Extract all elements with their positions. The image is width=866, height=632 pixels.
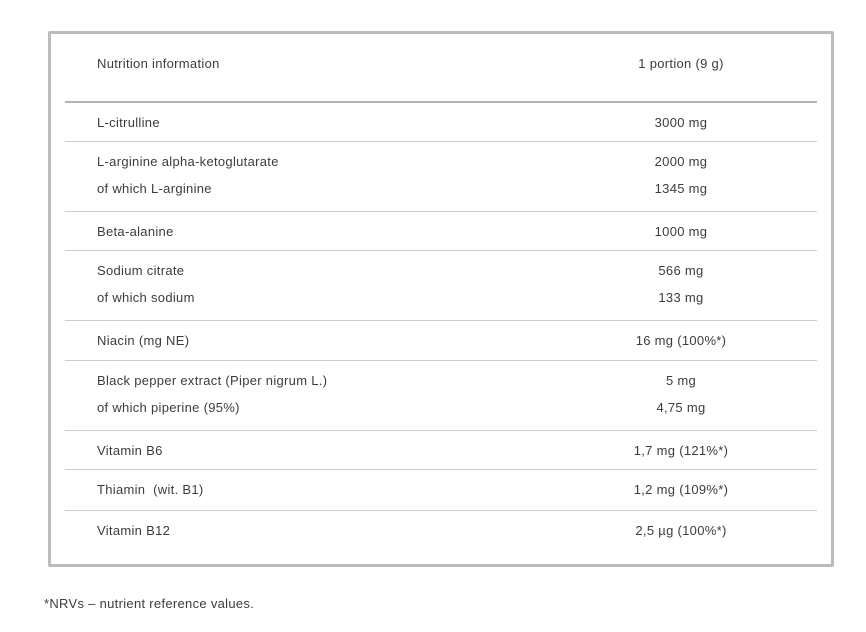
- table-row: Vitamin B6 1,7 mg (121%*): [51, 431, 831, 469]
- table-row: Niacin (mg NE) 16 mg (100%*): [51, 321, 831, 360]
- nutrient-value: 2,5 µg (100%*): [635, 523, 727, 538]
- table-row: Vitamin B12 2,5 µg (100%*): [51, 511, 831, 563]
- nutrient-label: Sodium citrate: [97, 263, 185, 278]
- row-divider: [65, 320, 817, 321]
- table-title: Nutrition information: [97, 56, 220, 71]
- nutrient-value: 1,2 mg (109%*): [633, 482, 729, 497]
- nutrient-label: L-arginine alpha-ketoglutarate: [97, 154, 279, 169]
- row-divider: [65, 430, 817, 431]
- nutrition-table: Nutrition information 1 portion (9 g) L-…: [48, 31, 834, 567]
- nutrient-value: 2000 mg: [654, 154, 708, 169]
- header-divider: [65, 101, 817, 103]
- nutrient-value: 1000 mg: [654, 224, 708, 239]
- nutrient-value: 3000 mg: [654, 115, 708, 130]
- table-row: Beta-alanine 1000 mg: [51, 212, 831, 250]
- nutrient-subvalue: 1345 mg: [654, 181, 708, 196]
- nutrient-label: Black pepper extract (Piper nigrum L.): [97, 373, 328, 388]
- row-divider: [65, 510, 817, 511]
- nutrient-sublabel: of which sodium: [97, 290, 195, 305]
- nutrient-label: Vitamin B12: [97, 523, 171, 538]
- nutrient-label: Niacin (mg NE): [97, 333, 190, 348]
- row-divider: [65, 211, 817, 212]
- nutrient-label: Vitamin B6: [97, 443, 163, 458]
- nutrient-label: L-citrulline: [97, 115, 160, 130]
- nutrient-sublabel: of which L-arginine: [97, 181, 212, 196]
- nutrient-value: 5 mg: [665, 373, 697, 388]
- nutrient-label: Beta-alanine: [97, 224, 174, 239]
- nutrient-value: 16 mg (100%*): [635, 333, 727, 348]
- row-divider: [65, 469, 817, 470]
- table-row: Sodium citrate 566 mg of which sodium 13…: [51, 251, 831, 320]
- table-row: Black pepper extract (Piper nigrum L.) 5…: [51, 361, 831, 430]
- table-row: Thiamin (wit. B1) 1,2 mg (109%*): [51, 470, 831, 510]
- nutrient-value: 1,7 mg (121%*): [633, 443, 729, 458]
- portion-size: 1 portion (9 g): [638, 56, 724, 71]
- row-divider: [65, 360, 817, 361]
- nutrient-subvalue: 133 mg: [658, 290, 704, 305]
- row-divider: [65, 141, 817, 142]
- row-divider: [65, 250, 817, 251]
- table-header-row: Nutrition information 1 portion (9 g): [51, 34, 831, 101]
- table-row: L-arginine alpha-ketoglutarate 2000 mg o…: [51, 142, 831, 211]
- nrv-footnote: *NRVs – nutrient reference values.: [44, 596, 255, 611]
- table-row: L-citrulline 3000 mg: [51, 103, 831, 141]
- nutrient-label: Thiamin (wit. B1): [97, 482, 204, 497]
- nutrient-sublabel: of which piperine (95%): [97, 400, 240, 415]
- nutrient-value: 566 mg: [658, 263, 704, 278]
- nutrient-subvalue: 4,75 mg: [656, 400, 706, 415]
